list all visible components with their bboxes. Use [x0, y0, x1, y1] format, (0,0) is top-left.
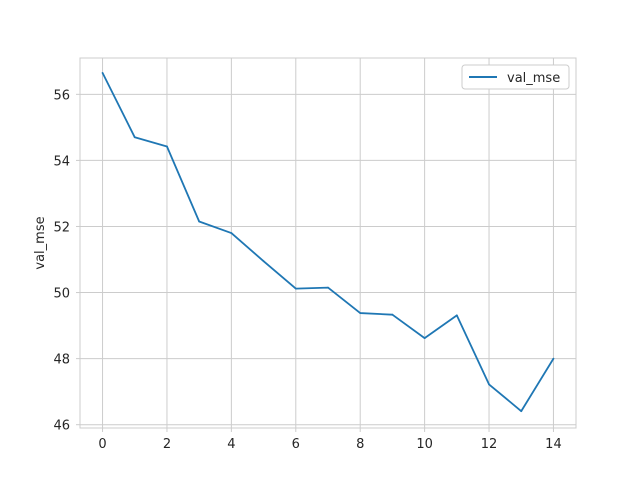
y-axis: 46 48 50 52 54 56 — [53, 88, 80, 434]
data-point — [520, 410, 523, 413]
legend: val_mse — [461, 64, 570, 90]
plot-area — [79, 57, 577, 429]
data-point — [327, 286, 329, 289]
grid — [80, 58, 576, 428]
x-tick-label: 4 — [227, 437, 235, 452]
data-point — [230, 232, 233, 234]
x-tick-label: 12 — [481, 437, 498, 452]
data-point — [552, 357, 555, 360]
x-tick-label: 2 — [163, 437, 171, 452]
y-tick-label: 54 — [53, 154, 70, 169]
x-tick-label: 14 — [545, 437, 562, 452]
y-tick-label: 56 — [53, 88, 70, 103]
data-point — [101, 71, 104, 74]
x-tick-label: 10 — [416, 437, 433, 452]
y-axis-label: val_mse — [33, 216, 48, 269]
x-tick-label: 0 — [98, 437, 106, 452]
x-axis: 0 2 4 6 8 10 12 14 — [98, 428, 562, 452]
data-point — [294, 287, 297, 290]
x-tick-label: 6 — [292, 437, 300, 452]
y-tick-label: 50 — [53, 287, 70, 302]
y-tick-label: 48 — [53, 353, 70, 368]
data-point — [423, 337, 426, 340]
legend-label: val_mse — [507, 71, 560, 86]
data-point — [166, 145, 168, 148]
data-point — [391, 313, 394, 316]
data-point — [488, 383, 490, 386]
data-point — [133, 136, 136, 139]
x-tick-label: 8 — [356, 437, 364, 452]
data-point — [455, 314, 458, 317]
data-point — [359, 312, 362, 314]
y-tick-label: 46 — [53, 419, 70, 434]
series-layer — [101, 71, 555, 413]
data-point — [198, 220, 201, 223]
legend-box — [461, 64, 570, 90]
y-tick-label: 52 — [53, 220, 70, 235]
data-point — [262, 260, 265, 263]
